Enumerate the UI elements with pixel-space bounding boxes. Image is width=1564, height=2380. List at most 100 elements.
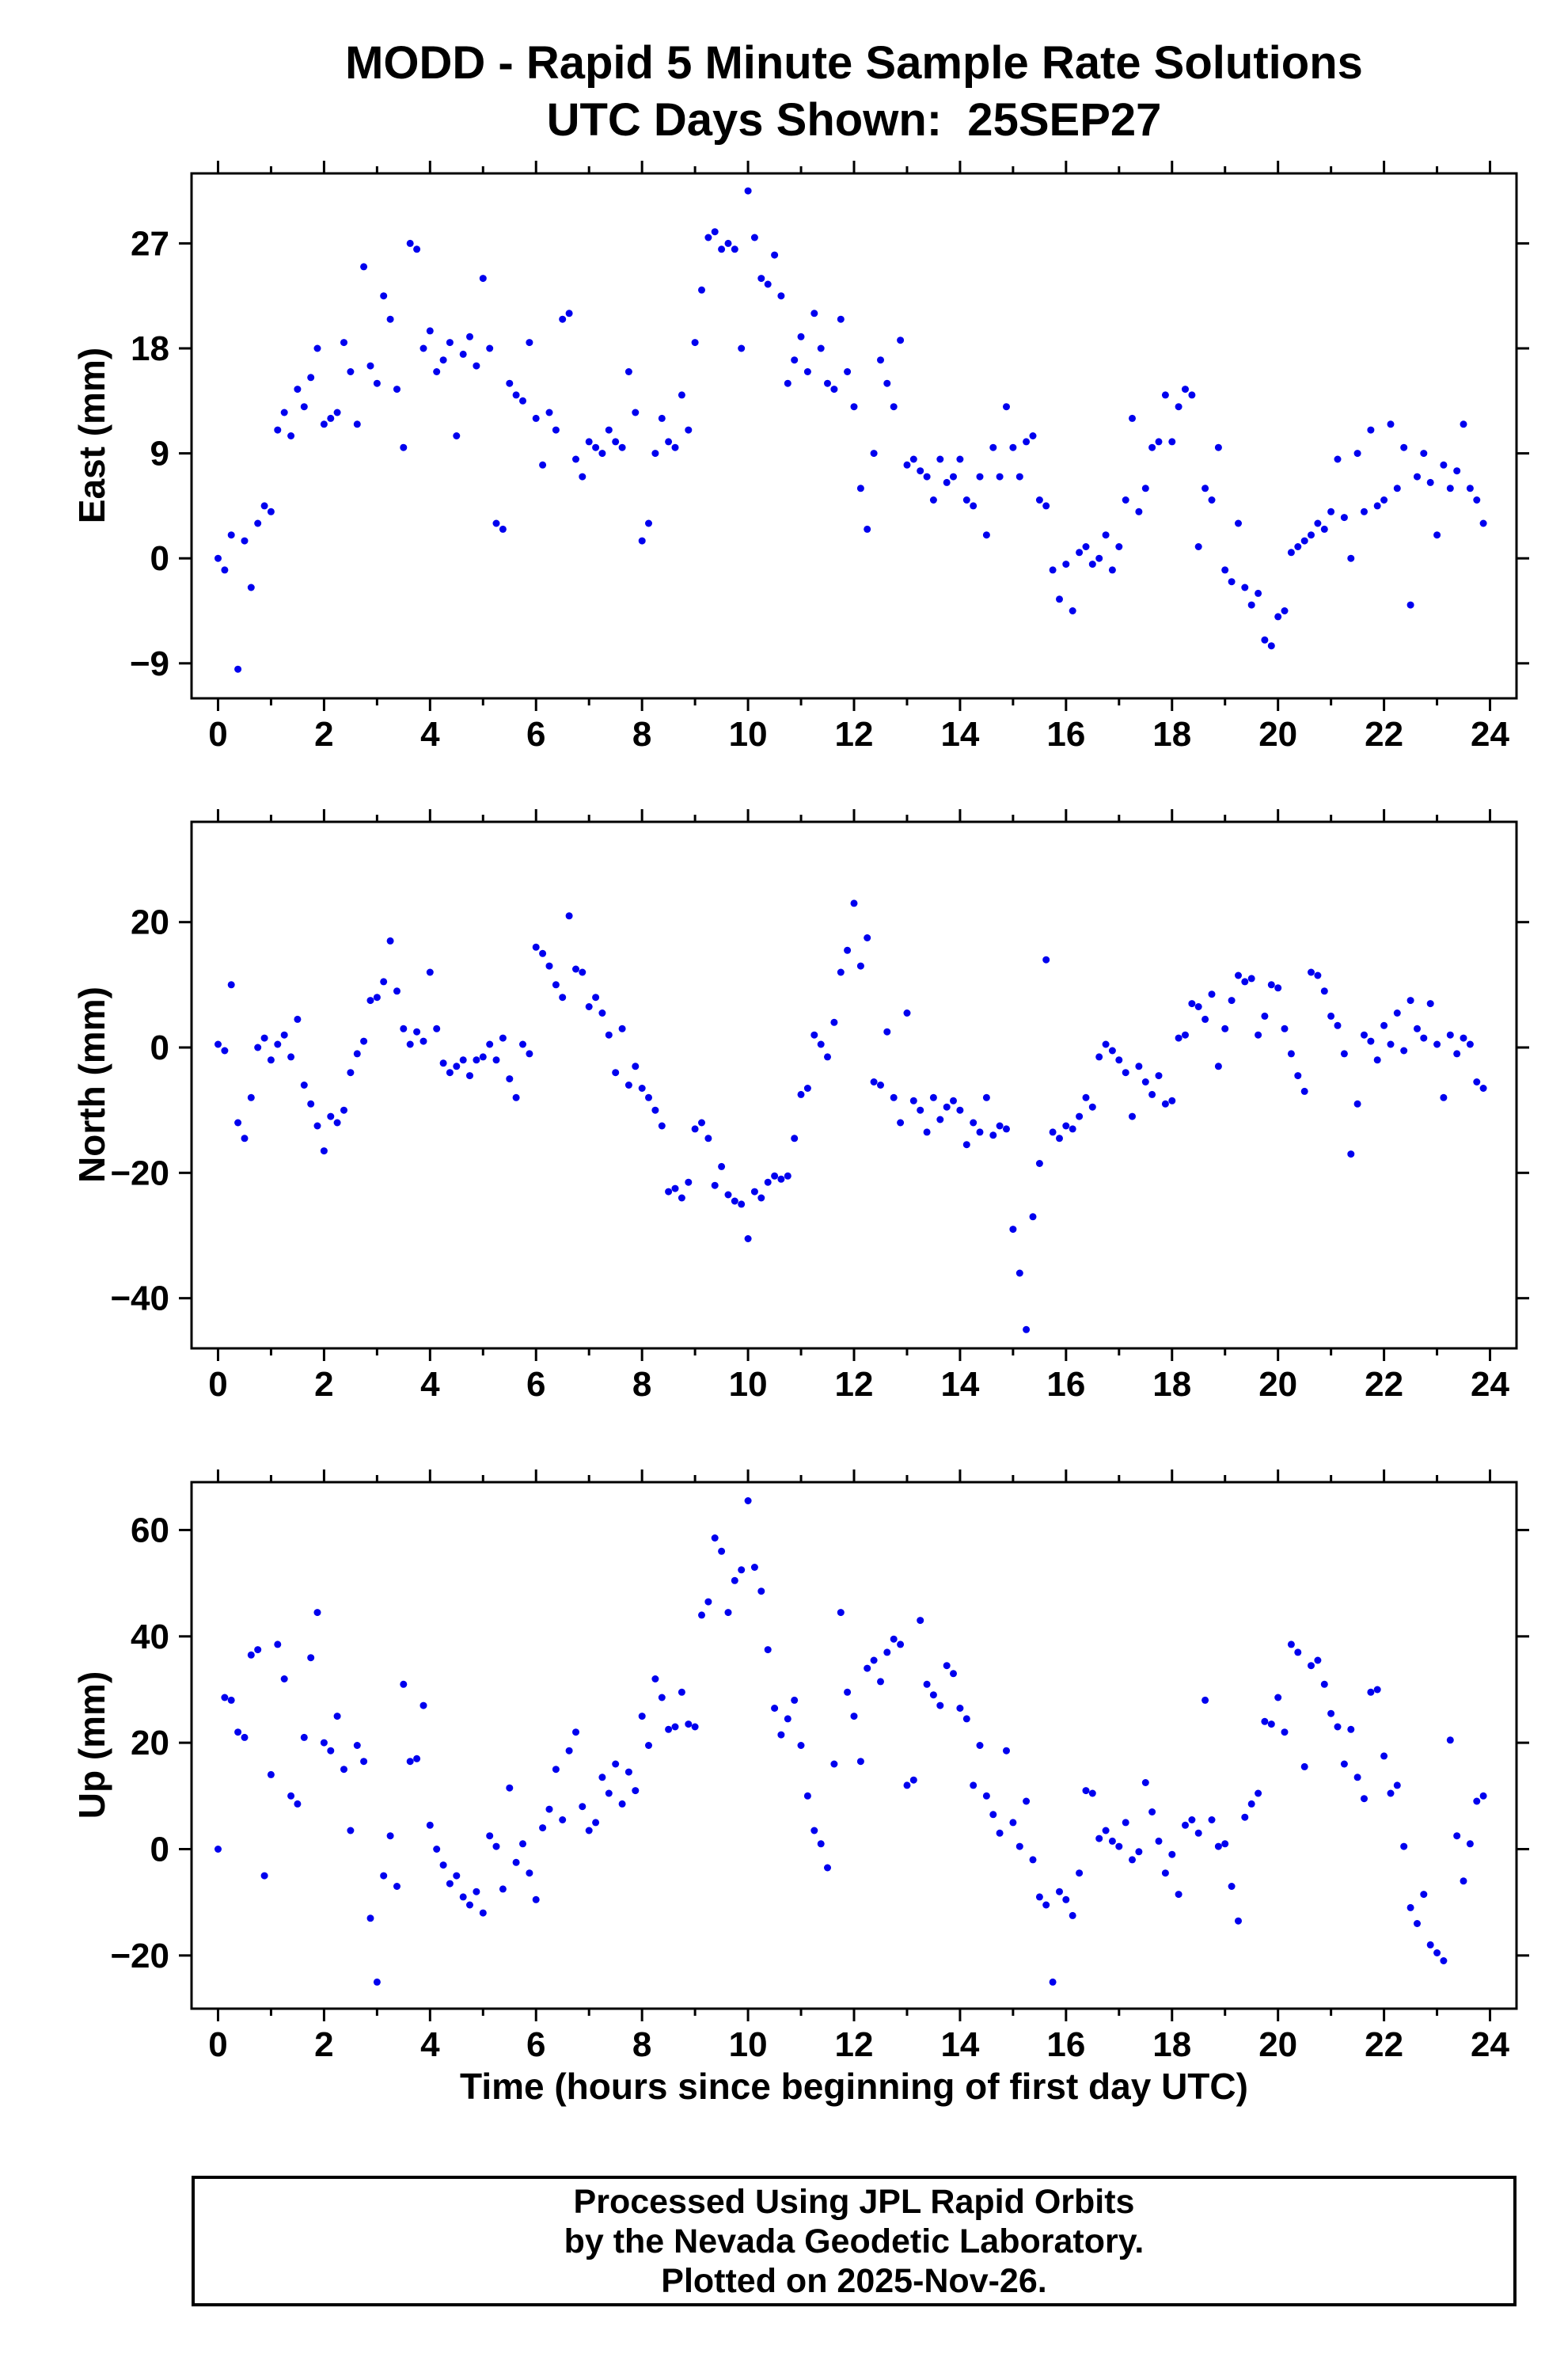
data-point xyxy=(1188,1816,1196,1823)
data-point xyxy=(665,1725,673,1733)
data-point xyxy=(917,1106,924,1114)
data-point xyxy=(552,426,560,434)
data-point xyxy=(572,455,579,463)
data-point xyxy=(1076,549,1084,557)
data-point xyxy=(950,1097,957,1104)
y-tick-label: 0 xyxy=(150,1830,169,1869)
data-point xyxy=(810,310,818,317)
data-point xyxy=(294,1800,302,1808)
data-point xyxy=(1261,1717,1269,1725)
data-point xyxy=(1135,508,1143,515)
y-tick-label: 18 xyxy=(131,329,169,368)
x-tick-label: 22 xyxy=(1365,715,1403,754)
data-point xyxy=(903,461,911,469)
data-point xyxy=(718,1547,726,1555)
data-point xyxy=(844,368,852,375)
data-point xyxy=(1003,1125,1010,1133)
data-point xyxy=(413,1755,421,1762)
x-tick-label: 16 xyxy=(1046,1365,1085,1404)
data-point xyxy=(1479,1792,1487,1800)
data-point xyxy=(665,1188,673,1196)
data-point xyxy=(1155,1837,1163,1845)
data-point xyxy=(771,1172,779,1180)
data-point xyxy=(797,333,805,340)
data-point xyxy=(632,409,640,416)
data-point xyxy=(241,537,249,545)
data-point xyxy=(373,994,381,1002)
data-point xyxy=(532,1895,540,1903)
scatter-points xyxy=(214,1497,1487,1986)
data-point xyxy=(1426,1000,1434,1008)
data-point xyxy=(612,438,620,446)
data-point xyxy=(943,478,951,486)
data-point xyxy=(665,438,673,446)
data-point xyxy=(592,1819,600,1827)
data-point xyxy=(817,1040,825,1048)
data-point xyxy=(1361,1031,1368,1039)
data-point xyxy=(1062,1122,1070,1130)
data-point xyxy=(473,1888,480,1895)
data-point xyxy=(1446,485,1454,492)
data-point xyxy=(572,965,579,973)
data-point xyxy=(1029,1213,1037,1221)
data-point xyxy=(579,473,586,481)
data-point xyxy=(658,1694,666,1701)
data-point xyxy=(227,531,235,539)
data-point xyxy=(1255,589,1262,597)
data-point xyxy=(512,1093,520,1101)
data-point xyxy=(1208,496,1216,504)
x-tick-label: 0 xyxy=(208,1365,227,1404)
data-point xyxy=(287,1053,295,1061)
data-point xyxy=(711,228,719,236)
data-point xyxy=(1122,1819,1129,1827)
data-point xyxy=(234,1119,242,1127)
data-point xyxy=(1426,1941,1434,1948)
data-point xyxy=(1387,1789,1395,1797)
data-point xyxy=(1380,496,1388,504)
data-point xyxy=(1440,461,1448,469)
data-point xyxy=(1062,1895,1070,1903)
data-point xyxy=(280,1675,288,1682)
data-point xyxy=(1235,1917,1242,1925)
data-point xyxy=(1102,1040,1110,1048)
data-point xyxy=(559,994,567,1002)
data-point xyxy=(552,1766,560,1774)
data-point xyxy=(1214,1842,1222,1850)
data-point xyxy=(1148,443,1156,451)
data-point xyxy=(327,1747,335,1755)
data-point xyxy=(909,1776,917,1784)
data-point xyxy=(632,1787,640,1795)
data-point xyxy=(996,1122,1004,1130)
data-point xyxy=(1175,1891,1182,1899)
data-point xyxy=(1168,1850,1176,1858)
data-point xyxy=(373,1978,381,1986)
data-point xyxy=(545,962,553,970)
data-point xyxy=(970,1781,978,1789)
x-tick-label: 22 xyxy=(1365,1365,1403,1404)
data-point xyxy=(519,1040,526,1048)
data-point xyxy=(1129,1112,1136,1120)
x-tick-label: 20 xyxy=(1258,1365,1297,1404)
data-point xyxy=(254,1646,262,1654)
data-point xyxy=(1102,531,1110,539)
data-point xyxy=(1393,1781,1401,1789)
data-point xyxy=(638,537,646,545)
data-point xyxy=(936,1701,944,1709)
data-point xyxy=(830,386,838,393)
data-point xyxy=(241,1135,249,1142)
data-point xyxy=(419,344,427,352)
data-point xyxy=(936,1116,944,1123)
data-point xyxy=(294,386,302,393)
data-point xyxy=(824,1053,831,1061)
data-point xyxy=(545,1805,553,1813)
data-point xyxy=(1201,1696,1209,1704)
data-point xyxy=(1473,1797,1481,1805)
data-point xyxy=(539,461,547,469)
data-point xyxy=(1400,1047,1408,1055)
data-point xyxy=(1393,1009,1401,1017)
x-tick-label: 18 xyxy=(1152,2025,1191,2064)
data-point xyxy=(393,1883,400,1890)
data-point xyxy=(1327,1012,1335,1020)
